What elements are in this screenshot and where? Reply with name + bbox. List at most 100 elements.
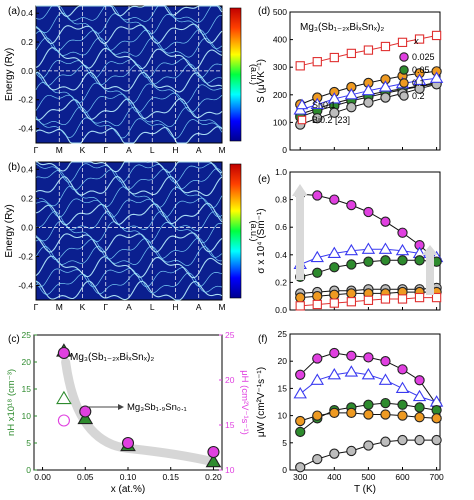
band-line (35, 58, 223, 79)
data-point-f (412, 389, 427, 402)
data-point-d (312, 57, 322, 67)
data-point-d (397, 37, 408, 48)
kpoint-label: H (172, 145, 178, 155)
data-point-f (414, 375, 425, 386)
data-point-d (380, 41, 391, 52)
data-point-f (395, 381, 410, 393)
x-tick-label: 0.10 (120, 472, 137, 482)
data-point-e (329, 289, 340, 300)
data-point-f (397, 410, 408, 421)
data-point-f (312, 353, 323, 364)
data-point-f (295, 426, 306, 438)
legend-marker (399, 78, 409, 88)
data-point-c (207, 445, 220, 459)
data-point-d (346, 48, 357, 59)
data-point-e (344, 243, 359, 256)
data-point-e (380, 216, 391, 227)
data-point-f (344, 365, 359, 377)
data-point-e (380, 294, 391, 304)
y-axis-label: nH x10¹⁸ (cm⁻³) (6, 369, 17, 436)
data-point-e (346, 199, 357, 211)
kpoint-label: M (218, 145, 225, 155)
y-tick-label: 0 (26, 465, 31, 475)
data-point-f (363, 440, 374, 451)
data-point-e (414, 255, 425, 266)
y2-tick-label: 20 (225, 375, 235, 385)
x-tick-label: 0.05 (77, 472, 94, 482)
y-tick-label: 20 (278, 356, 288, 366)
y-tick-label: 20 (22, 357, 32, 367)
data-point-e (363, 206, 374, 218)
data-point-f (329, 448, 340, 459)
kpoint-label: A (126, 302, 132, 312)
data-point-c (77, 410, 94, 425)
legend-label: Bi0.2 [23] (312, 115, 350, 125)
y-tick-label: 0 (282, 145, 287, 155)
y-tick-label: 0.4 (21, 8, 33, 18)
kpoint-label: L (150, 302, 155, 312)
trend-arrow-e (296, 190, 304, 280)
data-point-e (378, 242, 393, 254)
data-point-e (431, 292, 442, 303)
kpoint-label: Γ (103, 145, 108, 155)
compound-label-d: Mg₃(Sb₁₋₂ₓBiₓSnₓ)₂ (300, 22, 384, 33)
x-axis-label: x (at.%) (111, 484, 145, 495)
data-point-f (312, 453, 323, 465)
data-point-f (380, 397, 391, 409)
data-point-e (397, 255, 408, 266)
y-axis-label: Energy (Ry) (4, 48, 15, 101)
y-tick-label: 0.4 (275, 250, 287, 260)
data-point-f (295, 369, 306, 380)
data-point-f (295, 462, 306, 473)
y-tick-label: 25 (22, 330, 32, 340)
panel-label-c: (c) (8, 334, 20, 345)
y-tick-label: 300 (273, 62, 287, 72)
data-point-d (378, 80, 393, 92)
y-tick-label: 0.0 (21, 222, 33, 232)
y2-axis-label: μH (cm²V⁻¹s⁻¹) (239, 370, 250, 435)
data-point-d (429, 71, 444, 83)
data-point-f (397, 399, 408, 410)
data-point-e (414, 292, 425, 303)
colorbar-label: (a.u.) (249, 220, 259, 241)
y-tick-label: 0.2 (21, 37, 33, 47)
data-point-e (395, 243, 410, 256)
y-tick-label: 10 (22, 411, 32, 421)
data-point-f (380, 409, 391, 420)
data-point-e (312, 291, 323, 302)
x-tick-label: 0.15 (162, 472, 179, 482)
x-tick-label: 600 (395, 472, 409, 482)
band-line (35, 29, 223, 52)
colorbar-label: (a.u.) (249, 64, 259, 85)
legend-label: 0.025 (412, 52, 435, 62)
data-point-d (312, 113, 323, 124)
data-point-f (431, 434, 442, 446)
band-line (35, 245, 223, 266)
y-axis-label: μW (cm²V⁻¹s⁻¹) (256, 367, 267, 437)
y-tick-label: -0.4 (18, 124, 33, 134)
data-point-d (431, 30, 442, 41)
data-point-d (295, 61, 305, 71)
band-line (35, 237, 223, 261)
band-line (35, 202, 223, 226)
data-point-e (327, 246, 342, 258)
legend-label: 0.2 (412, 91, 425, 101)
y-tick-label: 1.0 (275, 167, 287, 177)
legend-marker (399, 52, 409, 62)
data-point-e (346, 259, 357, 270)
data-point-e (363, 295, 374, 305)
y-tick-label: -0.2 (18, 251, 33, 261)
kpoint-label: M (218, 302, 225, 312)
kpoint-label: M (56, 145, 63, 155)
data-point-c (205, 453, 222, 468)
data-point-d (327, 92, 342, 104)
legend-title: x (413, 36, 419, 46)
data-point-d (344, 87, 359, 100)
data-point-f (346, 407, 357, 419)
y-tick-label: 15 (278, 383, 288, 393)
data-point-f (329, 347, 340, 359)
kpoint-label: K (80, 302, 86, 312)
data-point-f (310, 373, 324, 385)
kpoint-label: L (150, 145, 155, 155)
data-point-d (363, 97, 374, 108)
